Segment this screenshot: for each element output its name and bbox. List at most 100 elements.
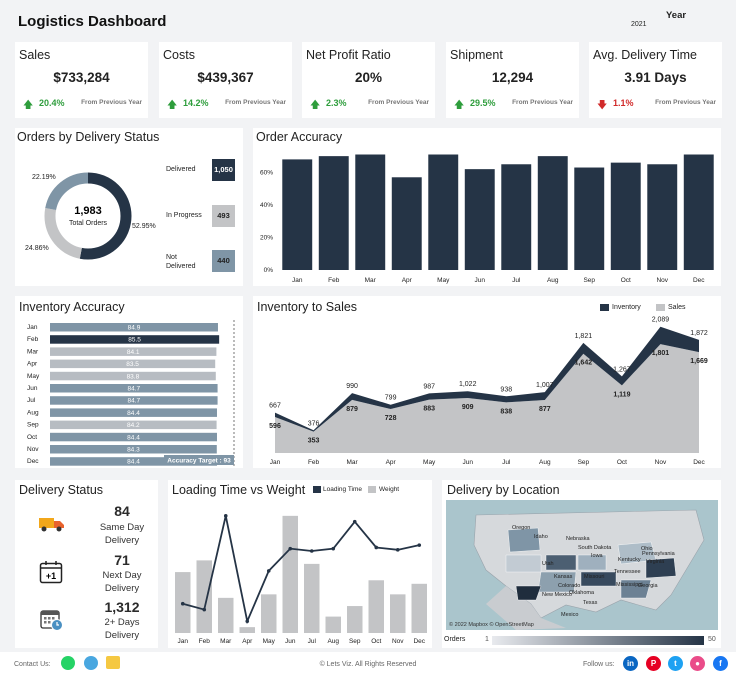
kpi-card-sales: Sales $733,284 🡅 20.4% From Previous Yea… <box>15 42 148 118</box>
inventory-value-label: 990 <box>346 383 358 390</box>
map-legend-max: 50 <box>708 636 716 643</box>
kpi-note: From Previous Year <box>655 99 716 106</box>
y-tick-label: Mar <box>27 348 39 355</box>
status-value-in-progress[interactable]: 493 <box>212 205 235 227</box>
bar-dec[interactable] <box>683 154 714 270</box>
weight-bar-may[interactable] <box>261 594 277 633</box>
pct-label-not-delivered: 22.19% <box>32 174 56 181</box>
weight-bar-dec[interactable] <box>411 583 427 633</box>
bar-apr[interactable] <box>50 359 216 369</box>
bar-nov[interactable] <box>647 164 678 270</box>
bar-aug[interactable] <box>50 408 217 417</box>
delivery-status-card: Delivery Status +1 84 Same Day Delivery … <box>15 480 158 648</box>
bar-may[interactable] <box>428 154 459 270</box>
map-label-mississippi: Mississippi <box>616 582 643 588</box>
us-map[interactable]: Oregon Idaho Nebraska South Dakota Iowa … <box>446 500 718 630</box>
bar-jan[interactable] <box>282 159 313 270</box>
inventory-accuracy-card: Inventory Accuracy Jan 84.9 Feb 85.5 Mar 84.1… <box>15 296 243 468</box>
status-value-not-delivered[interactable]: 440 <box>212 250 235 272</box>
bar-dec[interactable] <box>50 457 217 466</box>
bar-sep[interactable] <box>574 167 605 270</box>
inventory-value-label: 938 <box>500 386 512 393</box>
bar-value-label: 84.7 <box>127 398 140 405</box>
inventory-value-label: 1,872 <box>690 330 708 337</box>
kpi-card-avg-delivery-time: Avg. Delivery Time 3.91 Days 🡇 1.1% From… <box>589 42 722 118</box>
weight-bar-jul[interactable] <box>304 563 320 633</box>
weight-bar-aug[interactable] <box>325 616 341 633</box>
inventory-value-label: 799 <box>385 395 397 402</box>
two-plus-days-value: 1,312 <box>104 599 140 615</box>
bar-jan[interactable] <box>50 323 218 332</box>
weight-bar-apr[interactable] <box>239 627 255 633</box>
weight-bar-mar[interactable] <box>218 597 234 633</box>
website-icon[interactable] <box>84 656 98 670</box>
pinterest-icon[interactable]: P <box>646 656 661 671</box>
card-title: Delivery Status <box>19 483 104 497</box>
bar-feb[interactable] <box>318 156 349 270</box>
bar-feb[interactable] <box>50 335 220 344</box>
y-tick-label: Jul <box>27 397 36 404</box>
bar-aug[interactable] <box>537 156 568 270</box>
weight-bar-jun[interactable] <box>282 515 298 633</box>
map-legend-gradient <box>492 636 704 645</box>
bar-jul[interactable] <box>50 396 218 405</box>
weight-bar-nov[interactable] <box>390 594 406 633</box>
bar-jun[interactable] <box>464 169 495 270</box>
status-label-in-progress: In Progress <box>166 212 202 219</box>
kpi-title: Shipment <box>450 48 503 62</box>
bar-sep[interactable] <box>50 420 217 430</box>
x-tick-label: May <box>423 459 436 466</box>
x-tick-label: May <box>263 638 276 645</box>
weight-bar-sep[interactable] <box>347 606 363 633</box>
two-plus-days-label-2: Delivery <box>104 630 140 641</box>
whatsapp-icon[interactable] <box>61 656 75 670</box>
facebook-icon[interactable]: f <box>713 656 728 671</box>
dribbble-icon[interactable]: ● <box>690 656 705 671</box>
map-label-oklahoma: Oklahoma <box>569 590 595 596</box>
page-title: Logistics Dashboard <box>18 13 167 30</box>
y-tick-label: Feb <box>27 336 39 343</box>
inventory-accuracy-chart: Jan 84.9 Feb 85.5 Mar 84.1 Apr 83.5 May 83.8 Jun 84… <box>27 320 235 466</box>
bar-jun[interactable] <box>50 384 218 393</box>
bar-oct[interactable] <box>610 162 641 270</box>
weight-bar-feb[interactable] <box>196 560 212 633</box>
map-label-pennsylvania: Pennsylvania <box>642 551 676 557</box>
kpi-title: Net Profit Ratio <box>306 48 391 62</box>
kpi-note: From Previous Year <box>225 99 286 106</box>
target-label-bg <box>164 455 234 465</box>
arrow-down-icon: 🡇 <box>597 100 608 111</box>
arrow-up-icon: 🡅 <box>310 100 321 111</box>
loading-time-point <box>288 546 293 551</box>
map-label-oregon: Oregon <box>512 525 530 531</box>
kpi-change: 1.1% <box>613 98 634 108</box>
map-label-kansas: Kansas <box>554 574 573 580</box>
sales-value-label: 596 <box>269 423 281 430</box>
twitter-icon[interactable]: t <box>668 656 683 671</box>
bar-nov[interactable] <box>50 445 217 454</box>
kpi-note: From Previous Year <box>512 99 573 106</box>
email-icon[interactable] <box>106 656 120 669</box>
weight-bar-oct[interactable] <box>368 580 384 633</box>
linkedin-icon[interactable]: in <box>623 656 638 671</box>
bar-mar[interactable] <box>355 154 386 270</box>
two-plus-days-label: 2+ Days <box>104 617 140 628</box>
status-value-delivered[interactable]: 1,050 <box>212 159 235 181</box>
bar-jul[interactable] <box>501 164 532 270</box>
loading-time-point <box>266 569 271 573</box>
donut-slice-not-delivered[interactable] <box>44 172 132 260</box>
bar-mar[interactable] <box>50 347 217 356</box>
map-label-nebraska: Nebraska <box>566 536 590 542</box>
x-tick-label: Jan <box>292 277 303 284</box>
loading-time-point <box>245 619 250 624</box>
inventory-value-label: 1,267 <box>613 366 631 373</box>
bar-value-label: 84.4 <box>127 459 140 466</box>
bar-apr[interactable] <box>391 177 422 270</box>
year-filter-value[interactable]: 2021 <box>631 21 647 28</box>
bar-may[interactable] <box>50 371 216 381</box>
bar-oct[interactable] <box>50 432 217 442</box>
map-label-colorado: Colorado <box>558 583 580 589</box>
donut-slice-in-progress[interactable] <box>44 172 132 260</box>
pct-label-delivered: 52.95% <box>132 223 156 230</box>
kpi-note: From Previous Year <box>368 99 429 106</box>
